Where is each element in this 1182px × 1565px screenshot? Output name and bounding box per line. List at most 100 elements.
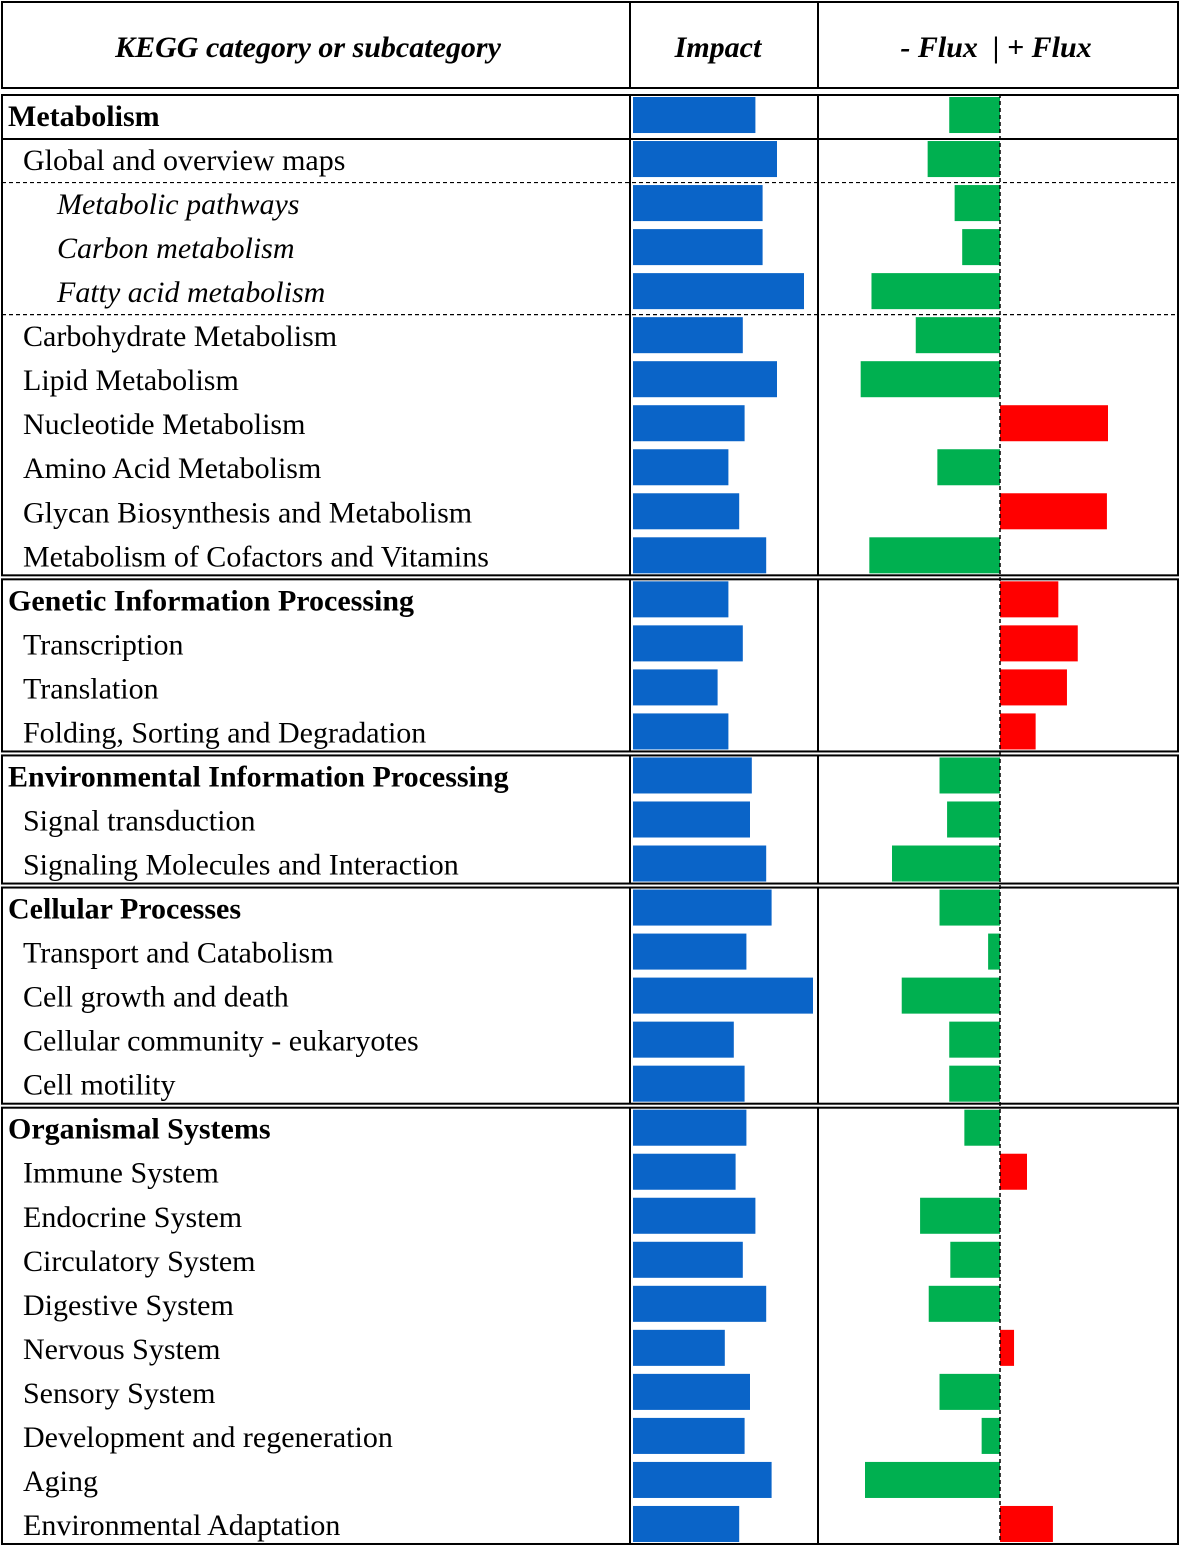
row-label: Signaling Molecules and Interaction: [23, 849, 459, 882]
flux-bar-negative: [865, 1461, 1000, 1498]
impact-bar: [633, 625, 743, 662]
row-label: Cell motility: [23, 1069, 176, 1102]
flux-bar-negative: [928, 1285, 1000, 1322]
row-labels: Metabolism Global and overview maps Metabo…: [8, 100, 509, 1542]
row-label: Fatty acid metabolism: [56, 276, 325, 309]
flux-bars: [860, 97, 1108, 1542]
flux-bar-positive: [1000, 1153, 1027, 1190]
row-label: Metabolic pathways: [56, 188, 299, 221]
impact-bar: [633, 449, 729, 486]
impact-bar: [633, 537, 767, 574]
impact-bar: [633, 1505, 740, 1542]
flux-bar-negative: [950, 1241, 1000, 1278]
flux-bar-negative: [939, 757, 1000, 794]
impact-bar: [633, 1285, 767, 1322]
row-label: Environmental Information Processing: [8, 760, 509, 793]
impact-bar: [633, 185, 763, 222]
flux-bar-negative: [920, 1197, 1000, 1234]
row-label: Sensory System: [23, 1377, 216, 1410]
flux-bar-negative: [949, 97, 1000, 134]
impact-column-header: Impact: [674, 31, 763, 64]
header-border: [1, 1, 1179, 89]
flux-bar-negative: [869, 537, 1000, 574]
group-border: [1, 886, 1179, 1105]
flux-bar-positive: [1000, 713, 1036, 750]
impact-bar: [633, 405, 745, 442]
impact-bar: [633, 273, 804, 310]
flux-bar-positive: [1000, 493, 1107, 530]
category-column-header: KEGG category or subcategory: [114, 31, 501, 64]
flux-bar-negative: [937, 449, 1000, 486]
table-header: KEGG category or subcategory Impact - Fl…: [114, 31, 1092, 64]
impact-bar: [633, 889, 772, 926]
flux-bar-negative: [871, 273, 1000, 310]
flux-column-header: - Flux | + Flux: [900, 31, 1091, 64]
row-label: Cellular Processes: [8, 893, 241, 926]
group-border: [1, 94, 1179, 577]
flux-bar-negative: [964, 1109, 1000, 1146]
impact-bar: [633, 1417, 745, 1454]
row-label: Carbohydrate Metabolism: [23, 320, 337, 353]
row-label: Amino Acid Metabolism: [23, 452, 321, 485]
row-label: Aging: [23, 1465, 98, 1498]
row-label: Signal transduction: [23, 804, 255, 837]
flux-bar-negative: [915, 317, 1000, 354]
flux-bar-negative: [962, 229, 1000, 266]
flux-bar-negative: [988, 933, 1000, 970]
flux-bar-positive: [1000, 669, 1067, 706]
row-label: Immune System: [23, 1157, 219, 1190]
flux-bar-negative: [949, 1021, 1000, 1058]
impact-bar: [633, 1065, 745, 1102]
row-label: Translation: [23, 672, 159, 705]
impact-bar: [633, 317, 743, 354]
impact-bar: [633, 97, 756, 134]
row-label: Metabolism: [8, 100, 160, 133]
row-label: Cellular community - eukaryotes: [23, 1025, 419, 1058]
row-label: Lipid Metabolism: [23, 364, 239, 397]
impact-bar: [633, 669, 718, 706]
row-label: Environmental Adaptation: [23, 1509, 340, 1542]
row-label: Metabolism of Cofactors and Vitamins: [23, 540, 489, 573]
row-label: Genetic Information Processing: [8, 584, 414, 617]
row-label: Organismal Systems: [8, 1113, 271, 1146]
flux-bar-positive: [1000, 1329, 1015, 1366]
impact-bar: [633, 713, 729, 750]
impact-bar: [633, 141, 777, 178]
impact-bars: [633, 97, 813, 1542]
row-label: Digestive System: [23, 1289, 234, 1322]
flux-bar-negative: [954, 185, 1000, 222]
impact-bar: [633, 581, 729, 618]
group-border: [1, 578, 1179, 753]
flux-bar-negative: [947, 801, 1000, 838]
impact-bar: [633, 1197, 756, 1234]
impact-bar: [633, 493, 740, 530]
flux-bar-negative: [860, 361, 1000, 398]
row-label: Global and overview maps: [23, 144, 345, 177]
flux-bar-positive: [1000, 581, 1059, 618]
impact-bar: [633, 977, 813, 1014]
impact-bar: [633, 1461, 772, 1498]
impact-bar: [633, 845, 767, 882]
flux-bar-positive: [1000, 625, 1078, 662]
impact-bar: [633, 933, 747, 970]
row-label: Cell growth and death: [23, 981, 289, 1014]
flux-bar-negative: [901, 977, 1000, 1014]
row-label: Carbon metabolism: [57, 232, 295, 265]
row-label: Endocrine System: [23, 1201, 242, 1234]
impact-bar: [633, 1021, 734, 1058]
impact-bar: [633, 801, 750, 838]
group-border: [1, 754, 1179, 885]
row-label: Folding, Sorting and Degradation: [23, 716, 426, 749]
group-border: [1, 1106, 1179, 1545]
flux-bar-negative: [981, 1417, 1000, 1454]
impact-bar: [633, 361, 777, 398]
flux-bar-negative: [927, 141, 1000, 178]
impact-bar: [633, 1109, 747, 1146]
row-label: Nucleotide Metabolism: [23, 408, 305, 441]
row-label: Transport and Catabolism: [23, 937, 334, 970]
flux-bar-negative: [892, 845, 1000, 882]
impact-bar: [633, 229, 763, 266]
flux-bar-negative: [949, 1065, 1000, 1102]
